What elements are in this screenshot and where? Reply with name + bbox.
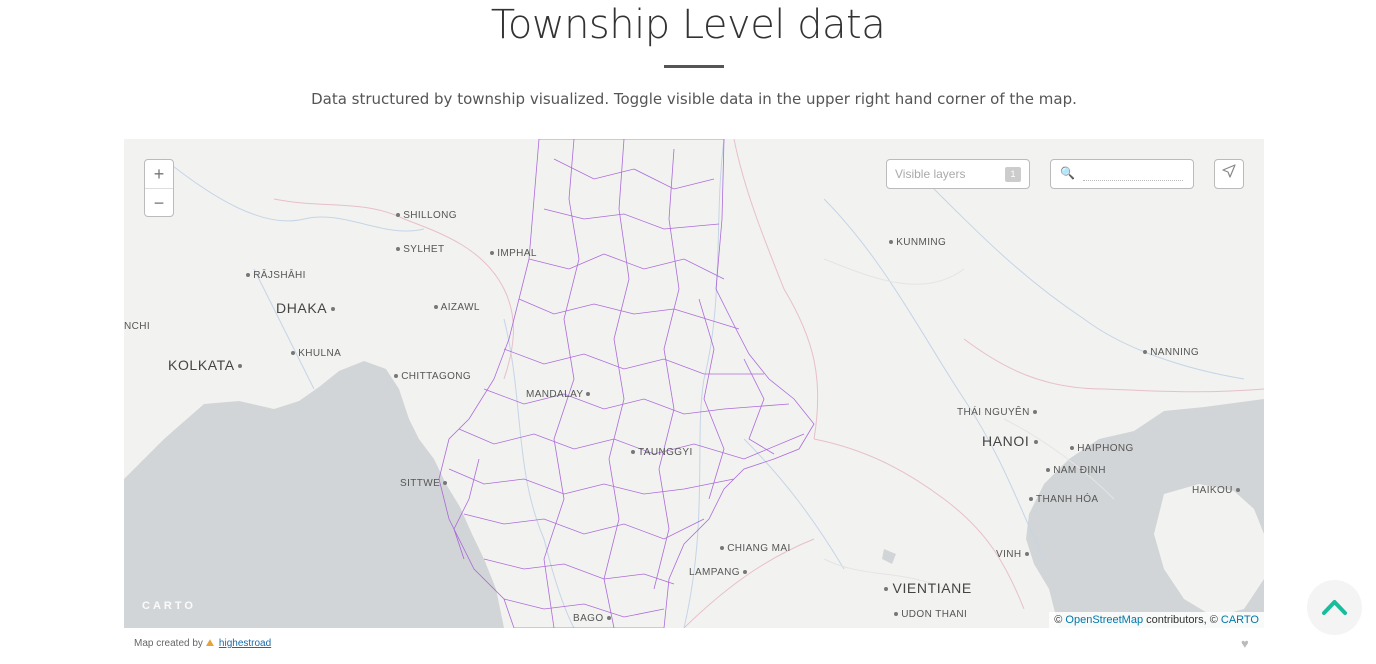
city-label: LAMPANG: [689, 567, 748, 578]
city-label: NAM ĐỊNH: [1046, 465, 1106, 476]
map-attribution: © OpenStreetMap contributors, © CARTO: [1049, 612, 1264, 628]
heart-icon[interactable]: ♥: [1241, 636, 1249, 651]
city-label: UDON THANI: [894, 609, 967, 620]
chevron-up-icon: [1322, 600, 1347, 615]
city-label: HAIPHONG: [1070, 443, 1134, 454]
city-label: VINH: [996, 549, 1029, 560]
city-label: VIENTIANE: [884, 580, 972, 596]
bay-of-bengal: [124, 361, 504, 628]
city-label: NCHI: [124, 321, 151, 332]
city-label: KOLKATA: [168, 357, 243, 373]
author-link[interactable]: highestroad: [218, 638, 272, 649]
scroll-to-top-button[interactable]: [1307, 580, 1362, 635]
locate-button[interactable]: [1214, 159, 1244, 189]
title-divider: [664, 65, 724, 68]
location-arrow-icon: [1222, 164, 1236, 178]
city-label: NANNING: [1143, 347, 1199, 358]
city-label: SYLHET: [396, 244, 445, 255]
user-avatar-icon: ⛰: [205, 638, 215, 649]
page-subtitle: Data structured by township visualized. …: [311, 90, 1077, 108]
lake: [882, 549, 896, 564]
city-label: DHAKA: [276, 300, 335, 316]
city-label: THANH HÓA: [1029, 494, 1099, 505]
visible-layers-selector[interactable]: Visible layers 1: [886, 159, 1030, 189]
city-label: TAUNGGYI: [631, 447, 693, 458]
search-icon: 🔍: [1060, 166, 1075, 180]
city-label: THÁI NGUYÊN: [957, 407, 1037, 418]
map-container[interactable]: SHILLONG SYLHET IMPHAL KUNMING RĀJSHĀHI …: [124, 139, 1264, 628]
city-label: BAGO: [573, 613, 611, 624]
city-label: KUNMING: [889, 237, 946, 248]
zoom-out-button[interactable]: −: [145, 188, 173, 216]
city-label: MANDALAY: [526, 389, 591, 400]
map-footer: Map created by ⛰ highestroad: [134, 638, 272, 649]
search-input[interactable]: [1083, 180, 1183, 181]
osm-link[interactable]: OpenStreetMap: [1065, 614, 1144, 626]
zoom-in-button[interactable]: +: [153, 164, 165, 184]
carto-logo: CARTO: [142, 600, 196, 612]
city-label: HAIKOU: [1192, 485, 1240, 496]
hainan-island: [1154, 484, 1264, 617]
layers-count-badge: 1: [1005, 167, 1021, 182]
page-title: Township Level data: [490, 2, 886, 48]
city-label: IMPHAL: [490, 248, 537, 259]
carto-link[interactable]: CARTO: [1220, 614, 1259, 626]
city-label: HANOI: [982, 433, 1038, 449]
city-label: CHITTAGONG: [394, 371, 471, 382]
zoom-control: + −: [144, 159, 174, 217]
city-label: KHULNA: [291, 348, 341, 359]
township-layer: [438, 139, 815, 628]
basemap[interactable]: [124, 139, 1264, 628]
city-label: SHILLONG: [396, 210, 457, 221]
city-label: RĀJSHĀHI: [246, 270, 306, 281]
city-label: CHIANG MAI: [720, 543, 791, 554]
map-search[interactable]: 🔍: [1050, 159, 1194, 189]
visible-layers-label: Visible layers: [895, 167, 966, 181]
city-label: AIZAWL: [434, 302, 480, 313]
city-label: SITTWE: [400, 478, 448, 489]
